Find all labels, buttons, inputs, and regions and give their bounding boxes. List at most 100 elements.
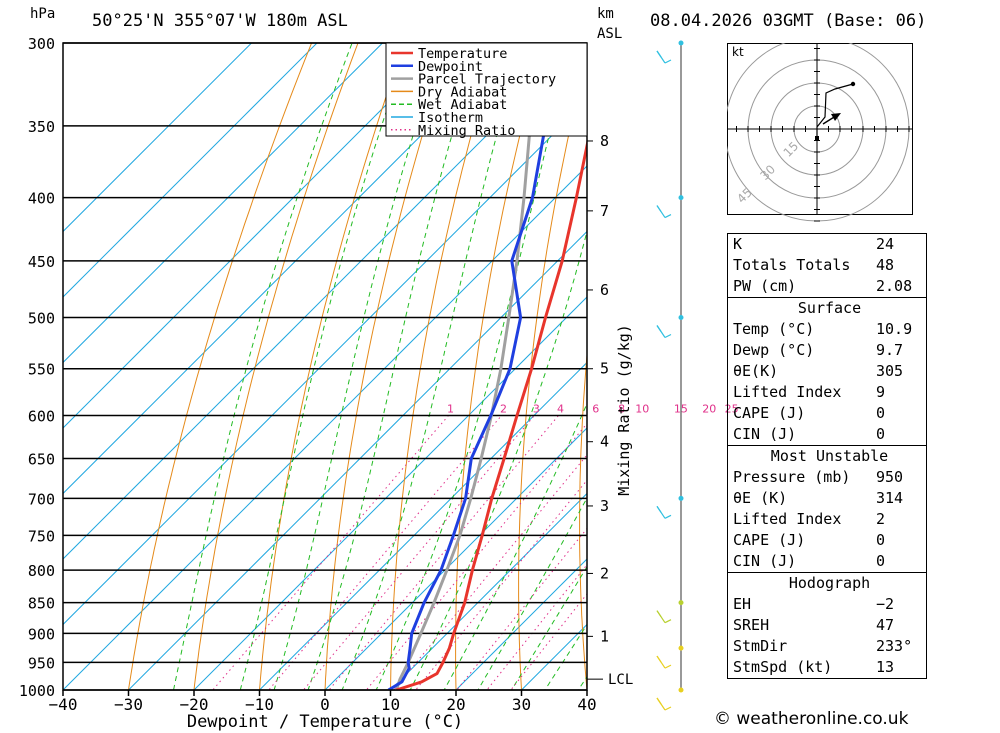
dry-adiabat-line: [579, 349, 587, 690]
height-tick-label: 8: [600, 132, 609, 150]
index-label: K: [733, 235, 743, 253]
index-value: 0: [876, 531, 886, 549]
index-row: θE(K) 305: [728, 361, 927, 382]
temperature-profile-line: [395, 138, 587, 690]
index-row: CIN (J) 0: [728, 551, 927, 573]
isotherm-line: [63, 165, 587, 690]
mixing-ratio-axis-title: Mixing Ratio (g/kg): [615, 324, 633, 496]
legend-label: Temperature: [418, 46, 507, 62]
wet-adiabat-line: [510, 565, 587, 690]
wind-barb: [656, 697, 672, 711]
height-tick-label: 1: [600, 627, 609, 645]
mixing-ratio-label: 2: [500, 402, 507, 415]
dry-adiabat-line: [518, 53, 587, 690]
wind-barb: [656, 205, 672, 219]
pressure-unit-label: hPa: [30, 6, 56, 22]
pressure-tick-label: 600: [28, 407, 55, 425]
legend-label: Wet Adiabat: [418, 97, 507, 113]
mixing-ratio-line: [212, 415, 449, 690]
mixing-ratio-label: 20: [702, 402, 716, 415]
mixing-ratio-line: [456, 527, 587, 690]
index-section-title: Most Unstable: [770, 447, 889, 465]
mixing-ratio-line: [486, 563, 587, 690]
hodograph-unit-label: kt: [732, 45, 744, 59]
wet-adiabat-line: [375, 43, 574, 690]
pressure-tick-label: 700: [28, 490, 55, 508]
index-value: 10.9: [876, 320, 913, 338]
index-section-title: Surface: [797, 299, 862, 317]
mixing-ratio-label: 6: [592, 402, 599, 415]
pressure-tick-label: 900: [28, 625, 55, 643]
index-row: Pressure (mb) 950: [728, 467, 927, 488]
legend-label: Parcel Trajectory: [418, 72, 556, 88]
indices-panel: K 24 Totals Totals 48 PW (cm) 2.08 Surface Tem…: [727, 233, 927, 702]
index-row: CAPE (J) 0: [728, 530, 927, 551]
index-label: StmDir: [733, 637, 788, 655]
index-label: Pressure (mb): [733, 468, 851, 486]
pressure-tick-label: 750: [28, 527, 55, 545]
index-value: 13: [876, 658, 895, 676]
index-label: SREH: [733, 616, 770, 634]
index-value: 0: [876, 552, 886, 570]
index-row: Dewp (°C) 9.7: [728, 340, 927, 361]
index-label: StmSpd (kt): [733, 658, 833, 676]
legend-label: Dewpoint: [418, 59, 483, 75]
index-label: θE(K): [733, 362, 779, 380]
dry-adiabat-line: [639, 6, 691, 716]
index-value: 47: [876, 616, 895, 634]
isotherm-line: [127, 230, 587, 690]
index-value: 9.7: [876, 341, 904, 359]
x-tick-label: −30: [114, 695, 143, 714]
copyright-text: © weatheronline.co.uk: [714, 709, 909, 729]
dry-adiabat-line: [127, 43, 313, 690]
wind-level-dot: [678, 315, 684, 321]
index-row: EH −2: [728, 594, 927, 615]
index-label: CIN (J): [733, 425, 797, 443]
plot-frame: [62, 42, 588, 691]
dry-adiabat-line: [324, 43, 452, 690]
wind-barb: [656, 505, 672, 519]
mixing-ratio-label: 25: [725, 402, 739, 415]
index-row: Temp (°C) 10.9: [728, 319, 927, 340]
pressure-tick-label: 1000: [19, 682, 55, 700]
mixing-ratio-line: [510, 593, 587, 690]
index-row: K 24: [728, 234, 927, 256]
wind-level-dot: [678, 40, 684, 46]
wind-level-dot: [678, 600, 684, 606]
wet-adiabat-line: [307, 43, 481, 690]
index-value: 233°: [876, 637, 913, 655]
index-value: 9: [876, 383, 886, 401]
parcel-trajectory-profile-line: [394, 43, 542, 690]
legend-label: Isotherm: [418, 110, 483, 126]
legend-label: Mixing Ratio: [418, 123, 516, 139]
isotherm-line: [63, 99, 587, 626]
mixing-ratio-label: 4: [557, 402, 564, 415]
pressure-tick-label: 350: [28, 118, 55, 136]
isotherm-line: [389, 492, 587, 690]
dry-adiabat-line: [959, 6, 1000, 716]
isotherm-line: [324, 427, 587, 690]
storm-motion-arrowhead: [831, 113, 841, 121]
wind-level-dot: [678, 495, 684, 501]
index-label: CIN (J): [733, 552, 797, 570]
index-label: CAPE (J): [733, 404, 806, 422]
index-row: StmDir 233°: [728, 636, 927, 657]
wet-adiabat-line: [273, 43, 443, 690]
index-label: EH: [733, 595, 752, 613]
index-label: Temp (°C): [733, 320, 815, 338]
legend-box: [385, 42, 588, 137]
index-value: 24: [876, 235, 895, 253]
index-label: Totals Totals: [733, 256, 851, 274]
index-row: StmSpd (kt) 13: [728, 657, 927, 679]
index-value: −2: [876, 595, 895, 613]
index-row: PW (cm) 2.08: [728, 276, 927, 298]
x-tick-label: 20: [446, 695, 465, 714]
index-row: CIN (J) 0: [728, 424, 927, 446]
index-row: SREH 47: [728, 615, 927, 636]
index-value: 950: [876, 468, 904, 486]
pressure-tick-label: 950: [28, 654, 55, 672]
dry-adiabat-line: [258, 43, 405, 690]
isotherm-line: [193, 296, 587, 690]
x-tick-label: −40: [49, 695, 78, 714]
